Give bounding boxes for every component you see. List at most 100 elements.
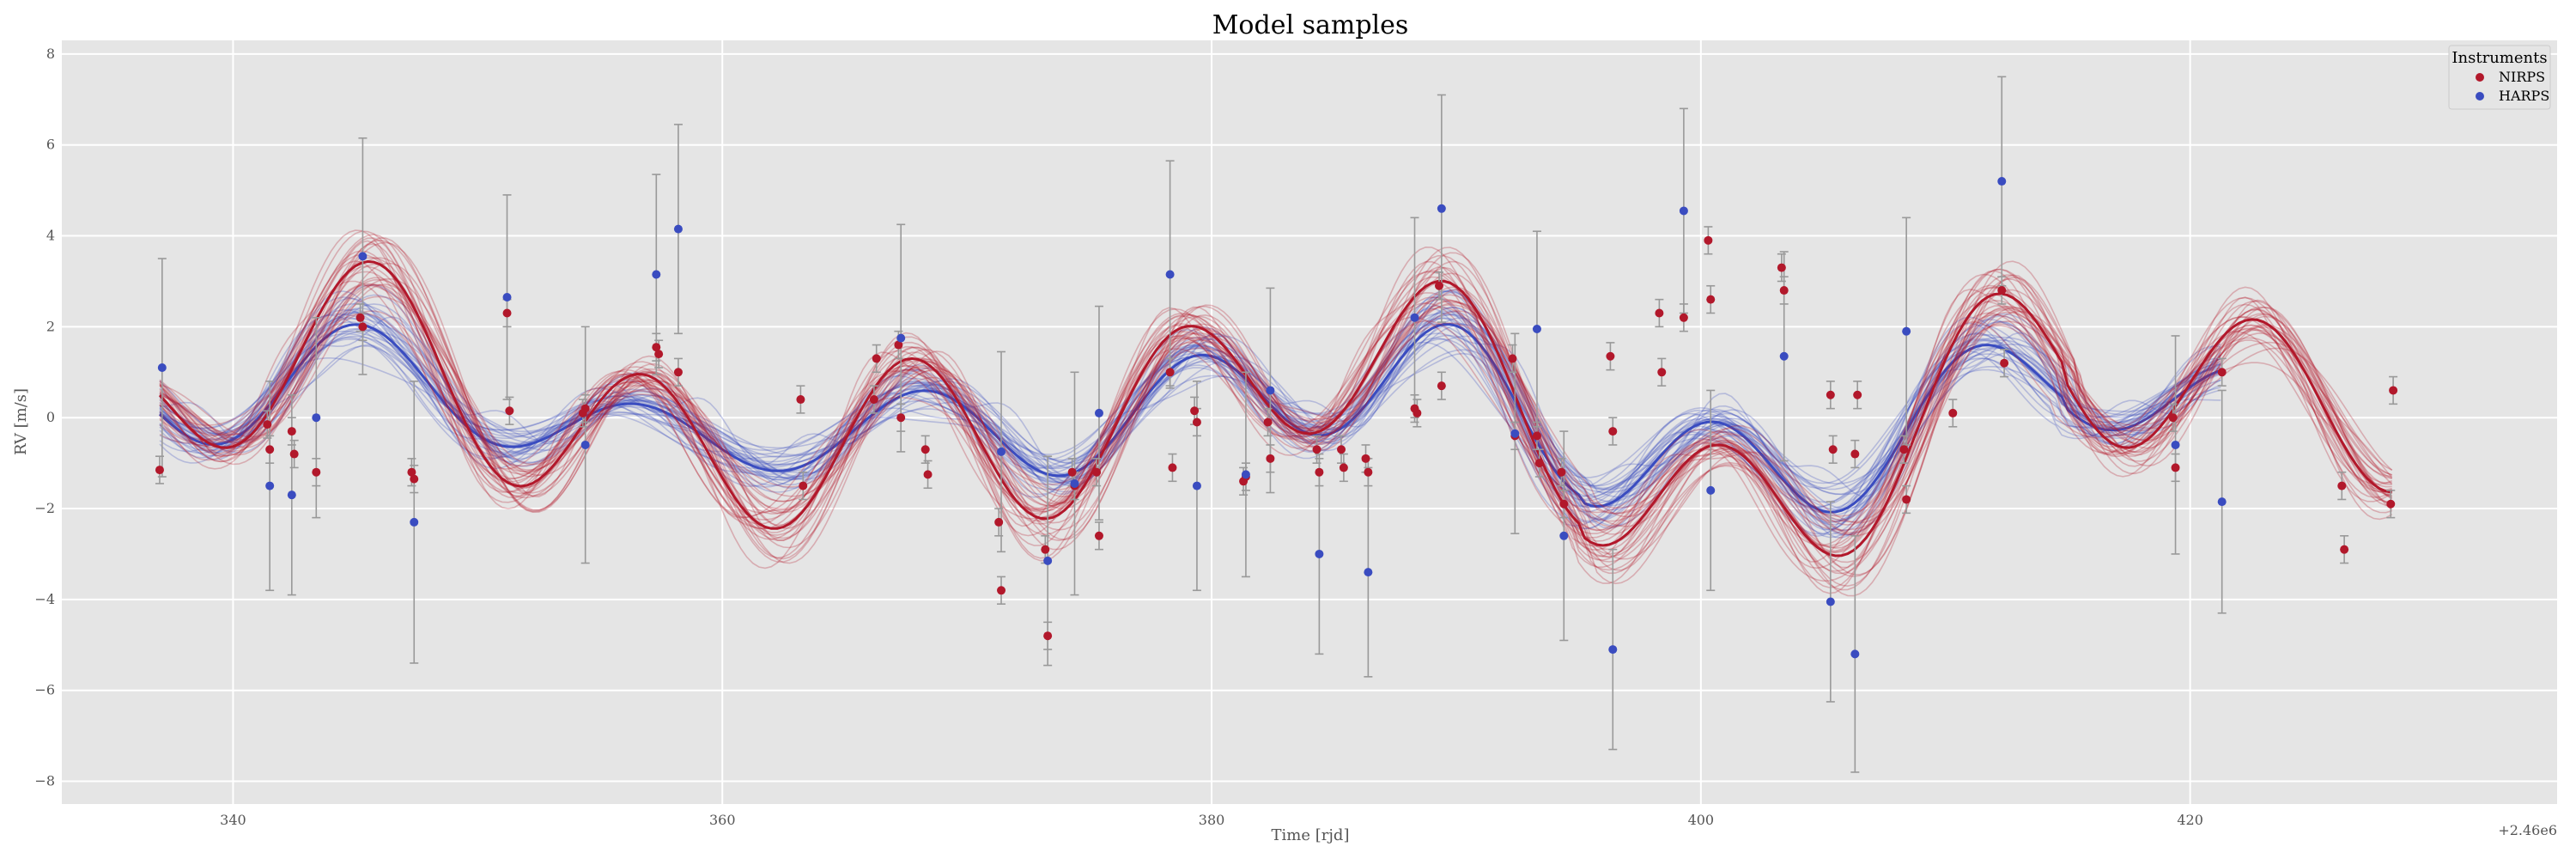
- y-tick-label: 0: [46, 409, 55, 425]
- sample-curve: [159, 237, 2393, 597]
- nirps-point: [265, 445, 275, 454]
- nirps-point: [1043, 631, 1053, 641]
- harps-point: [1826, 597, 1835, 606]
- nirps-point: [2340, 545, 2349, 554]
- sample-curve: [159, 237, 2393, 584]
- legend-label-nirps: NIRPS: [2499, 69, 2545, 85]
- nirps-point: [1777, 263, 1786, 272]
- sample-curve: [159, 317, 2221, 503]
- x-tick-label: 360: [709, 812, 736, 828]
- sample-curve: [159, 289, 2221, 536]
- nirps-point: [1853, 390, 1862, 399]
- nirps-point: [2171, 463, 2180, 472]
- sample-curve: [159, 277, 2392, 575]
- nirps-point: [2337, 481, 2347, 490]
- legend-label-harps: HARPS: [2499, 88, 2549, 104]
- nirps-point: [2386, 499, 2396, 509]
- nirps-point: [1608, 427, 1618, 436]
- sample-curve: [159, 307, 2221, 521]
- sample-curve: [159, 334, 2221, 490]
- sample-curve: [159, 305, 2221, 535]
- harps-point: [1706, 485, 1716, 495]
- harps-point: [1850, 649, 1860, 659]
- sample-curve: [159, 337, 2221, 508]
- nirps-point: [1361, 454, 1370, 463]
- nirps-point: [1899, 445, 1909, 454]
- grid-lines: [62, 40, 2557, 804]
- nirps-point: [1337, 445, 1346, 454]
- nirps-point: [1413, 408, 1422, 417]
- harps-point: [410, 517, 419, 527]
- harps-point: [1532, 325, 1541, 334]
- x-axis-label: Time [rjd]: [1272, 826, 1350, 844]
- median-curve: [159, 323, 2221, 514]
- harps-point: [1510, 429, 1520, 438]
- harps-point: [1094, 408, 1103, 417]
- nirps-point: [652, 343, 661, 352]
- x-tick-label: 420: [2177, 812, 2203, 828]
- nirps-point: [407, 467, 416, 477]
- nirps-point: [1437, 381, 1446, 391]
- nirps-point: [1828, 445, 1838, 454]
- legend-box: [2448, 45, 2551, 110]
- chart-title: Model samples: [1212, 10, 1409, 40]
- nirps-point: [1190, 406, 1200, 416]
- model-sample-curves: [158, 229, 2393, 597]
- harps-point: [1559, 531, 1569, 540]
- nirps-point: [1168, 463, 1177, 472]
- harps-point: [502, 292, 512, 302]
- nirps-point: [1655, 308, 1664, 318]
- sample-curve: [159, 277, 2392, 536]
- nirps-point: [920, 445, 930, 454]
- sample-curve: [159, 278, 2393, 526]
- nirps-point: [997, 586, 1006, 595]
- harps-point: [2171, 440, 2180, 449]
- legend-marker-nirps: [2476, 73, 2484, 82]
- harps-point: [1266, 386, 1275, 395]
- harps-point: [896, 333, 906, 343]
- nirps-point: [355, 313, 365, 322]
- nirps-point: [155, 466, 164, 475]
- sample-curve: [159, 344, 2221, 509]
- harps-point: [157, 363, 167, 372]
- harps-point: [1192, 481, 1201, 490]
- nirps-point: [1679, 313, 1688, 322]
- harps-point: [1364, 568, 1373, 577]
- harps-point: [1679, 206, 1688, 216]
- sample-curve: [159, 320, 2221, 489]
- harps-point: [1241, 470, 1250, 479]
- harps-point: [312, 413, 321, 423]
- sample-curve: [159, 289, 2221, 531]
- harps-point: [287, 490, 296, 500]
- harps-point: [1997, 177, 2007, 186]
- nirps-point: [502, 308, 512, 318]
- harps-point: [673, 224, 683, 234]
- harps-point: [652, 270, 661, 279]
- x-tick-label: 400: [1688, 812, 1715, 828]
- sample-curve: [159, 243, 2393, 569]
- legend-marker-harps: [2476, 92, 2484, 101]
- nirps-point: [287, 427, 296, 436]
- harps-point: [1070, 478, 1079, 488]
- nirps-point: [1092, 467, 1102, 477]
- nirps-point: [1364, 467, 1373, 477]
- nirps-point: [869, 395, 878, 405]
- harps-point: [1437, 204, 1446, 213]
- nirps-point: [1165, 368, 1175, 377]
- sample-curve: [159, 308, 2221, 539]
- nirps-point: [1339, 463, 1348, 472]
- sample-curve: [159, 280, 2392, 546]
- nirps-point: [1657, 368, 1667, 377]
- y-tick-label: −6: [34, 682, 55, 698]
- sample-curve: [159, 311, 2221, 531]
- x-tick-label: 340: [220, 812, 246, 828]
- sample-curve: [159, 308, 2221, 538]
- legend-title: Instruments: [2451, 49, 2547, 67]
- nirps-point: [1948, 408, 1958, 417]
- nirps-point: [1902, 495, 1911, 504]
- nirps-point: [1704, 235, 1713, 245]
- nirps-point: [2000, 358, 2009, 368]
- sample-curve: [159, 306, 2221, 526]
- nirps-point: [1826, 390, 1835, 399]
